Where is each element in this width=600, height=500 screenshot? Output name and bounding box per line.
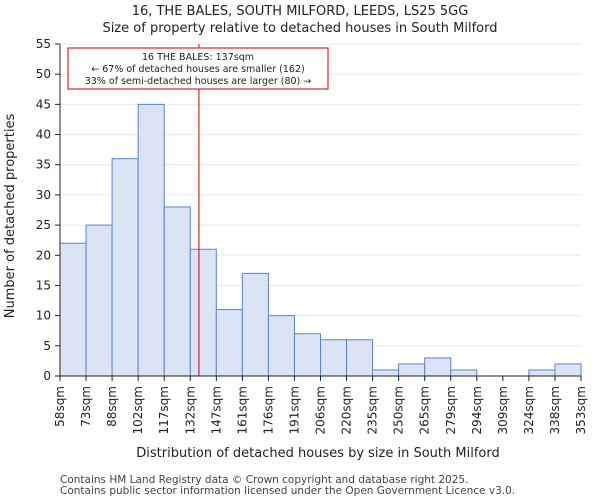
y-ticks: 0 5 10 15 20 25 30 35 40 45 50 55 (36, 37, 60, 383)
y-tick-label: 45 (36, 97, 51, 111)
x-ticks: 58sqm 73sqm 88sqm 102sqm 117sqm 132sqm 147sqm 1… (53, 376, 588, 434)
y-tick-label: 35 (36, 158, 51, 172)
x-tick-label: 235sqm (366, 386, 380, 434)
y-tick-label: 50 (36, 67, 51, 81)
bar-88sqm (111, 158, 139, 377)
x-tick-label: 132sqm (183, 386, 197, 434)
x-tick-label: 147sqm (209, 386, 223, 434)
footer-line2: Contains public sector information licen… (60, 485, 515, 497)
x-tick-label: 338sqm (548, 386, 562, 434)
y-tick-label: 10 (36, 309, 51, 323)
y-tick-label: 5 (43, 339, 51, 353)
x-axis-label: Distribution of detached houses by size … (136, 446, 499, 461)
x-tick-label: 102sqm (131, 386, 145, 434)
x-tick-label: 88sqm (105, 386, 119, 427)
bar-324sqm (528, 369, 556, 377)
bar-161sqm (241, 272, 269, 377)
y-axis-label: Number of detached properties (3, 114, 18, 319)
bar-102sqm (137, 103, 165, 377)
annotation-box: 16 THE BALES: 137sqm ← 67% of detached h… (67, 47, 329, 90)
bar-117sqm (163, 206, 191, 377)
bar-191sqm (293, 333, 322, 377)
bar-58sqm (59, 242, 87, 377)
y-tick-label: 0 (43, 369, 51, 383)
x-tick-label: 309sqm (496, 386, 510, 434)
annotation-line3: 33% of semi-detached houses are larger (… (85, 76, 312, 87)
bar-220sqm (346, 339, 374, 377)
annotation-frame (67, 47, 329, 90)
y-tick-label: 55 (36, 37, 51, 51)
chart-title-line2: Size of property relative to detached ho… (102, 21, 497, 36)
bar-206sqm (320, 339, 348, 377)
x-tick-label: 191sqm (287, 386, 301, 434)
bar-132sqm (189, 248, 217, 377)
x-tick-label: 353sqm (574, 386, 588, 434)
x-tick-label: 73sqm (79, 386, 93, 427)
x-tick-label: 265sqm (418, 386, 432, 434)
y-tick-label: 15 (36, 278, 51, 292)
x-tick-label: 117sqm (157, 386, 171, 434)
x-tick-label: 161sqm (235, 386, 249, 434)
x-tick-label: 58sqm (53, 386, 67, 427)
annotation-line1: 16 THE BALES: 137sqm (142, 52, 254, 63)
bar-250sqm (398, 363, 426, 377)
x-tick-label: 220sqm (340, 386, 354, 434)
annotation-line2: ← 67% of detached houses are smaller (16… (91, 64, 304, 75)
bar-73sqm (85, 224, 113, 377)
chart-title-line1: 16, THE BALES, SOUTH MILFORD, LEEDS, LS2… (132, 4, 469, 19)
bar-265sqm (424, 357, 452, 377)
bar-279sqm (450, 369, 478, 377)
bar-338sqm (554, 363, 582, 377)
x-tick-label: 176sqm (261, 386, 275, 434)
footer-line1: Contains HM Land Registry data © Crown c… (60, 474, 468, 486)
x-tick-label: 250sqm (392, 386, 406, 434)
bar-147sqm (215, 309, 243, 377)
bars (59, 103, 582, 377)
y-tick-label: 30 (36, 188, 51, 202)
x-tick-label: 206sqm (314, 386, 328, 434)
y-tick-label: 25 (36, 218, 51, 232)
bar-176sqm (267, 315, 295, 377)
y-tick-label: 20 (36, 248, 51, 262)
x-tick-label: 324sqm (522, 386, 536, 434)
y-tick-label: 40 (36, 128, 51, 142)
bar-235sqm (372, 369, 400, 377)
x-tick-label: 294sqm (470, 386, 484, 434)
x-tick-label: 279sqm (444, 386, 458, 434)
